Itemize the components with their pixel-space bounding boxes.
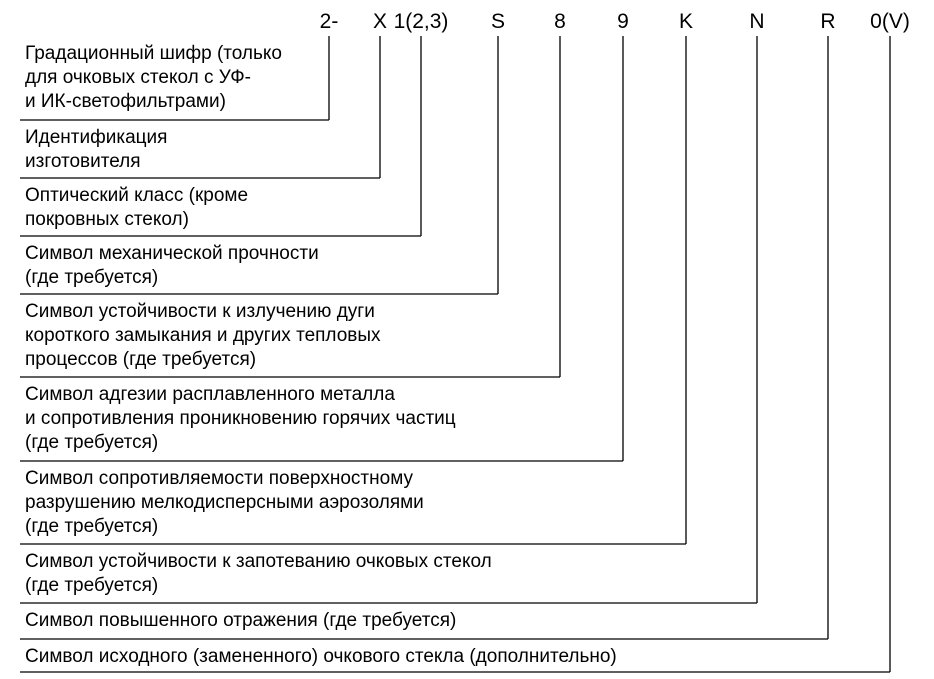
code-label-6: K <box>646 10 726 34</box>
code-label-9: 0(V) <box>850 10 930 34</box>
description-2: Оптический класс (кромепокровных стекол) <box>25 184 248 232</box>
description-6: Символ сопротивляемости поверхностномура… <box>25 467 424 538</box>
description-line: Символ адгезии расплавленного металла <box>25 383 456 407</box>
description-line: Идентификация <box>25 126 167 150</box>
code-label-7: N <box>717 10 797 34</box>
description-line: процессов (где требуется) <box>25 348 381 372</box>
description-3: Символ механической прочности(где требуе… <box>25 242 319 290</box>
description-line: разрушению мелкодисперсными аэрозолями <box>25 491 424 515</box>
code-label-2: 1(2,3) <box>381 10 461 34</box>
description-line: Символ исходного (замененного) очкового … <box>25 645 617 669</box>
description-0: Градационный шифр (толькодля очковых сте… <box>25 42 282 113</box>
description-4: Символ устойчивости к излучению дугикоро… <box>25 300 381 371</box>
description-7: Символ устойчивости к запотеванию очковы… <box>25 550 492 598</box>
description-line: (где требуется) <box>25 431 456 455</box>
description-line: Оптический класс (кроме <box>25 184 248 208</box>
description-line: и ИК-светофильтрами) <box>25 90 282 114</box>
description-line: покровных стекол) <box>25 208 248 232</box>
description-line: Символ сопротивляемости поверхностному <box>25 467 424 491</box>
marking-code-diagram: 2-X1(2,3)S89KNR0(V)Градационный шифр (то… <box>0 0 934 679</box>
description-line: Символ устойчивости к излучению дуги <box>25 300 381 324</box>
description-line: (где требуется) <box>25 574 492 598</box>
description-line: (где требуется) <box>25 266 319 290</box>
description-line: короткого замыкания и других тепловых <box>25 324 381 348</box>
description-line: Градационный шифр (только <box>25 42 282 66</box>
description-1: Идентификацияизготовителя <box>25 126 167 174</box>
description-line: (где требуется) <box>25 515 424 539</box>
description-line: Символ механической прочности <box>25 242 319 266</box>
description-line: и сопротивления проникновению горячих ча… <box>25 407 456 431</box>
description-line: изготовителя <box>25 150 167 174</box>
description-line: Символ устойчивости к запотеванию очковы… <box>25 550 492 574</box>
description-8: Символ повышенного отражения (где требуе… <box>25 609 456 633</box>
description-5: Символ адгезии расплавленного металлаи с… <box>25 383 456 454</box>
description-line: Символ повышенного отражения (где требуе… <box>25 609 456 633</box>
description-9: Символ исходного (замененного) очкового … <box>25 645 617 669</box>
description-line: для очковых стекол с УФ- <box>25 66 282 90</box>
